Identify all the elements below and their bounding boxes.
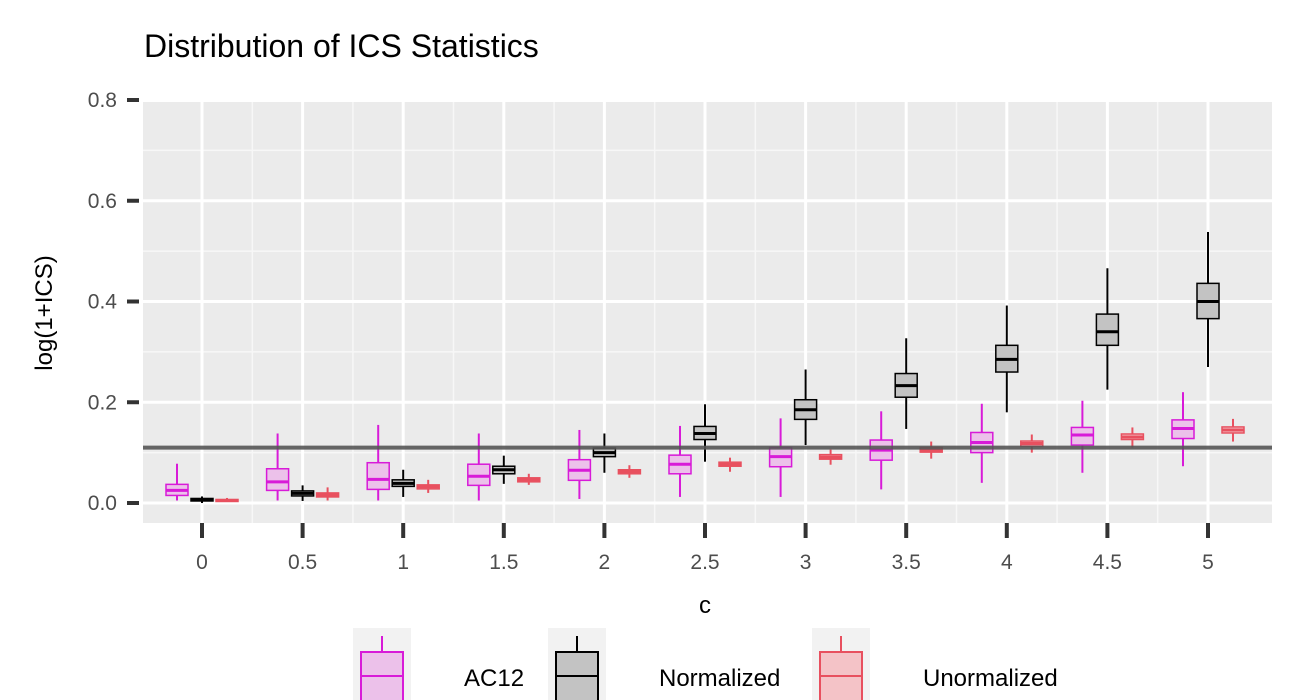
box-unormalized [718, 457, 742, 472]
box-unormalized [1120, 427, 1145, 448]
box-ac12 [869, 411, 893, 490]
series-unormalized [215, 418, 1245, 503]
box-unormalized [1221, 418, 1245, 442]
x-tick-label: 1.5 [489, 551, 518, 574]
x-axis-title: c [699, 592, 711, 619]
minor-gridlines [143, 102, 1272, 523]
legend-item-normalized: Normalized [548, 628, 780, 700]
box-normalized [391, 469, 415, 497]
box-unormalized [818, 449, 843, 465]
legend-label: Unormalized [923, 665, 1058, 692]
box-ac12 [567, 429, 592, 499]
box-body [1095, 313, 1120, 347]
plot-panel [143, 102, 1272, 523]
box-normalized [1196, 231, 1220, 367]
box-unormalized [416, 479, 440, 493]
x-tick-label: 2.5 [690, 551, 719, 574]
series-ac12 [165, 392, 1195, 501]
box-normalized [894, 338, 918, 429]
box-ac12 [668, 425, 692, 497]
box-body [265, 467, 290, 492]
box-body [366, 461, 390, 491]
box-ac12 [1171, 392, 1195, 467]
box-normalized [995, 305, 1019, 413]
box-ac12 [1070, 400, 1095, 473]
x-tick-label: 5 [1202, 551, 1214, 574]
x-tick-label: 1 [397, 551, 409, 574]
y-tick-label: 0.0 [88, 492, 117, 515]
legend-label: AC12 [464, 665, 524, 692]
boxplot-series [165, 231, 1245, 503]
x-tick-label: 2 [599, 551, 611, 574]
box-ac12 [768, 418, 793, 497]
series-normalized [190, 231, 1220, 503]
x-tick-label: 0 [196, 551, 208, 574]
chart-title: Distribution of ICS Statistics [144, 28, 539, 64]
box-unormalized [215, 497, 239, 503]
y-tick-label: 0.6 [88, 190, 117, 213]
box-ac12 [366, 424, 390, 501]
box-body [467, 463, 491, 487]
legend: AC12 Normalized Unormalized [353, 628, 1058, 700]
y-tick-label: 0.4 [88, 291, 118, 314]
x-tick-label: 4 [1001, 551, 1013, 574]
box-normalized [290, 485, 315, 501]
x-tick-label: 3 [800, 551, 812, 574]
y-tick-label: 0.8 [88, 89, 117, 112]
box-normalized [693, 404, 717, 462]
legend-item-ac12: AC12 [353, 628, 524, 700]
box-ac12 [265, 433, 290, 501]
x-tick-label: 0.5 [288, 551, 317, 574]
x-tick-label: 4.5 [1093, 551, 1122, 574]
box-normalized [793, 369, 818, 446]
box-ac12 [165, 463, 189, 501]
y-axis: 0.0 0.2 0.4 0.6 0.8 [88, 89, 139, 515]
legend-item-unormalized: Unormalized [812, 628, 1058, 700]
box-normalized [190, 496, 214, 503]
legend-label: Normalized [659, 665, 780, 692]
box-normalized [1095, 268, 1120, 390]
y-axis-title: log(1+ICS) [31, 255, 58, 370]
box-unormalized [517, 473, 541, 485]
box-unormalized [617, 465, 642, 478]
major-gridlines [143, 98, 1272, 523]
y-tick-label: 0.2 [88, 391, 117, 414]
x-axis: 0 0.5 1 1.5 2 2.5 3 3.5 4 4.5 5 [196, 523, 1214, 574]
x-tick-label: 3.5 [892, 551, 921, 574]
box-normalized [492, 455, 516, 484]
box-unormalized [315, 487, 340, 501]
